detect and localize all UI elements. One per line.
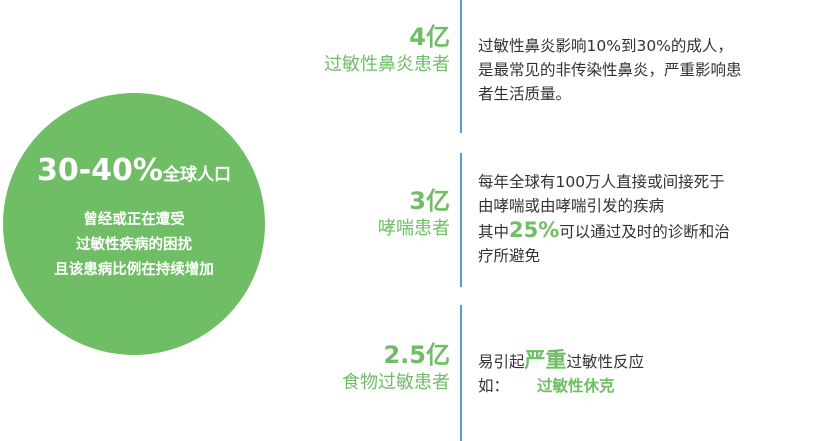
circle-headline: 30-40%全球人口 bbox=[3, 153, 265, 188]
stat-number: 2.5亿 bbox=[383, 341, 450, 369]
stat-label: 食物过敏患者 bbox=[342, 372, 450, 393]
divider-line bbox=[460, 0, 462, 133]
global-population-circle: 30-40%全球人口 曾经或正在遭受 过敏性疾病的困扰 且该患病比例在持续增加 bbox=[3, 93, 265, 355]
stat-description-asthma: 每年全球有100万人直接或间接死于 由哮喘或由哮喘引发的疾病 其中25%可以通过… bbox=[478, 170, 730, 268]
desc-line: 疗所避免 bbox=[478, 247, 541, 265]
circle-line: 且该患病比例在持续增加 bbox=[54, 262, 214, 278]
highlight-percent: 25% bbox=[509, 218, 560, 242]
highlight-severe: 严重 bbox=[524, 348, 567, 372]
stat-description-rhinitis: 过敏性鼻炎影响10%到30%的成人， 是最常见的非传染性鼻炎，严重影响患 者生活… bbox=[478, 34, 742, 106]
divider-line bbox=[460, 305, 462, 441]
circle-headline-value: 30-40% bbox=[36, 153, 163, 188]
desc-line: 是最常见的非传染性鼻炎，严重影响患 bbox=[478, 61, 742, 79]
stat-asthma: 3亿 哮喘患者 bbox=[378, 186, 450, 242]
desc-line: 其中25%可以通过及时的诊断和治 bbox=[478, 218, 730, 242]
circle-line: 过敏性疾病的困扰 bbox=[76, 237, 192, 253]
stat-description-food-allergy: 易引起严重过敏性反应 如： 过敏性休克 bbox=[478, 348, 644, 398]
desc-line: 过敏性鼻炎影响10%到30%的成人， bbox=[478, 37, 733, 55]
desc-line: 者生活质量。 bbox=[478, 85, 572, 103]
stat-food-allergy: 2.5亿 食物过敏患者 bbox=[342, 340, 450, 396]
circle-line: 曾经或正在遭受 bbox=[83, 212, 185, 228]
stat-label: 过敏性鼻炎患者 bbox=[324, 54, 450, 75]
desc-line: 如： 过敏性休克 bbox=[478, 377, 615, 395]
highlight-anaphylaxis: 过敏性休克 bbox=[537, 377, 615, 395]
stat-number: 3亿 bbox=[409, 187, 450, 215]
circle-headline-suffix: 全球人口 bbox=[163, 165, 231, 185]
desc-line: 由哮喘或由哮喘引发的疾病 bbox=[478, 197, 665, 215]
stat-number: 4亿 bbox=[409, 23, 450, 51]
divider-line bbox=[460, 153, 462, 287]
circle-description: 曾经或正在遭受 过敏性疾病的困扰 且该患病比例在持续增加 bbox=[3, 208, 265, 283]
desc-line: 易引起严重过敏性反应 bbox=[478, 348, 645, 372]
desc-line: 每年全球有100万人直接或间接死于 bbox=[478, 173, 725, 191]
stat-label: 哮喘患者 bbox=[378, 218, 450, 239]
stat-rhinitis: 4亿 过敏性鼻炎患者 bbox=[324, 22, 450, 78]
